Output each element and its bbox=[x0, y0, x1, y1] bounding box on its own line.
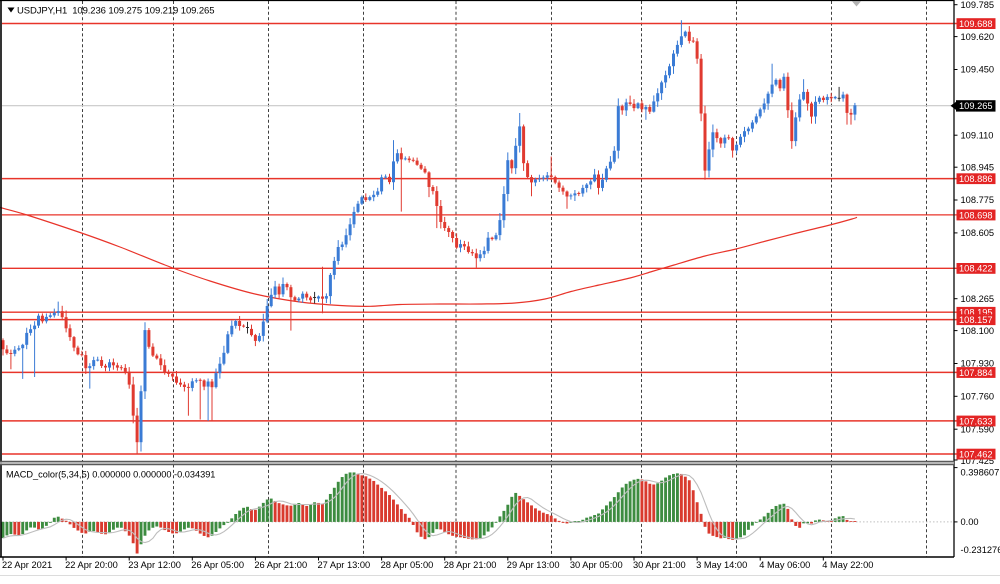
svg-text:22 Apr 20:00: 22 Apr 20:00 bbox=[65, 560, 118, 570]
svg-text:29 Apr 13:00: 29 Apr 13:00 bbox=[507, 560, 560, 570]
svg-text:108.422: 108.422 bbox=[959, 264, 993, 274]
svg-text:USDJPY,H1 109.236 109.275 109: USDJPY,H1 109.236 109.275 109.219 109.26… bbox=[17, 6, 214, 17]
svg-text:109.785: 109.785 bbox=[961, 0, 995, 10]
svg-text:3 May 14:00: 3 May 14:00 bbox=[696, 560, 747, 570]
svg-text:109.620: 109.620 bbox=[961, 32, 995, 42]
svg-text:30 Apr 21:00: 30 Apr 21:00 bbox=[633, 560, 686, 570]
svg-text:107.884: 107.884 bbox=[959, 368, 993, 378]
svg-text:4 May 22:00: 4 May 22:00 bbox=[822, 560, 873, 570]
svg-text:109.688: 109.688 bbox=[959, 19, 993, 29]
svg-text:108.698: 108.698 bbox=[959, 210, 993, 220]
svg-text:30 Apr 05:00: 30 Apr 05:00 bbox=[570, 560, 623, 570]
svg-text:108.886: 108.886 bbox=[959, 174, 993, 184]
svg-text:27 Apr 13:00: 27 Apr 13:00 bbox=[318, 560, 371, 570]
svg-text:108.945: 108.945 bbox=[961, 162, 995, 172]
svg-text:107.760: 107.760 bbox=[961, 392, 995, 402]
svg-text:107.633: 107.633 bbox=[959, 416, 993, 426]
svg-text:109.110: 109.110 bbox=[961, 130, 994, 140]
svg-text:26 Apr 21:00: 26 Apr 21:00 bbox=[254, 560, 307, 570]
svg-text:28 Apr 05:00: 28 Apr 05:00 bbox=[381, 560, 434, 570]
svg-text:22 Apr 2021: 22 Apr 2021 bbox=[2, 560, 52, 570]
svg-text:4 May 06:00: 4 May 06:00 bbox=[759, 560, 810, 570]
svg-text:0.398607: 0.398607 bbox=[961, 468, 1000, 478]
svg-text:23 Apr 12:00: 23 Apr 12:00 bbox=[128, 560, 181, 570]
svg-text:107.462: 107.462 bbox=[959, 449, 993, 459]
svg-text:108.100: 108.100 bbox=[961, 326, 995, 336]
svg-text:108.775: 108.775 bbox=[961, 195, 995, 205]
svg-text:-0.231276: -0.231276 bbox=[961, 545, 1000, 555]
svg-text:26 Apr 05:00: 26 Apr 05:00 bbox=[191, 560, 244, 570]
svg-text:108.605: 108.605 bbox=[961, 228, 995, 238]
svg-text:MACD_color(5,34,5) 0.000000 0.: MACD_color(5,34,5) 0.000000 0.000000 -0.… bbox=[6, 470, 215, 480]
svg-text:109.450: 109.450 bbox=[961, 65, 995, 75]
svg-text:0.00: 0.00 bbox=[961, 517, 979, 527]
svg-text:28 Apr 21:00: 28 Apr 21:00 bbox=[444, 560, 497, 570]
svg-text:108.157: 108.157 bbox=[959, 315, 993, 325]
svg-text:108.265: 108.265 bbox=[961, 294, 995, 304]
svg-text:109.265: 109.265 bbox=[959, 101, 993, 111]
